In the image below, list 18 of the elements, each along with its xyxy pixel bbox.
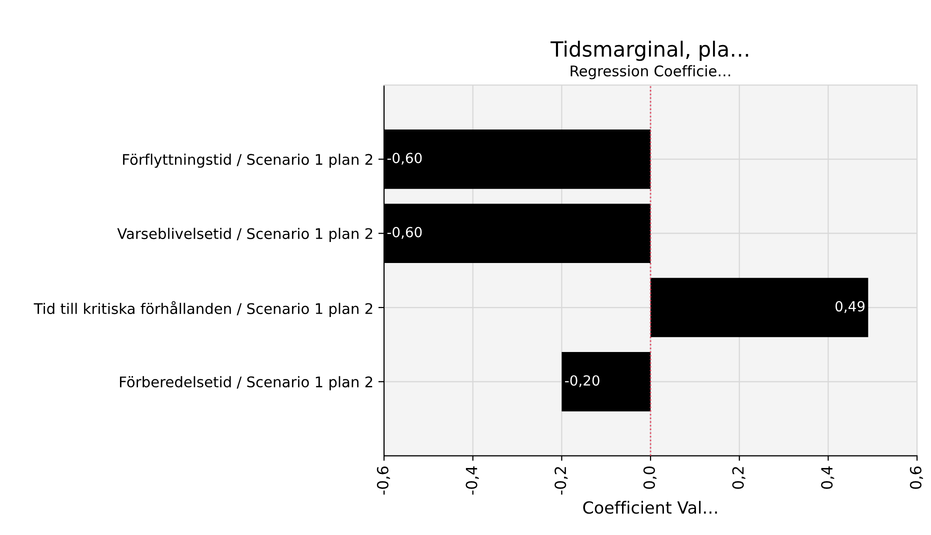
x-tick-label: -0,4 <box>466 466 479 495</box>
y-tick-label: Förberedelsetid / Scenario 1 plan 2 <box>120 376 372 390</box>
y-tick-label: Varseblivelsetid / Scenario 1 plan 2 <box>117 228 372 242</box>
x-tick-label: 0,2 <box>732 467 746 489</box>
x-tick-label: -0,2 <box>554 467 568 495</box>
data-label: 0,49 <box>836 301 865 313</box>
chart-subtitle: Regression Coefficie… <box>570 65 730 80</box>
x-axis-title: Coefficient Val… <box>583 500 717 514</box>
chart-title: Tidsmarginal, pla… <box>550 40 748 61</box>
data-label: -0,60 <box>387 152 422 165</box>
x-tick-label: 0,6 <box>910 466 924 489</box>
y-tick-label: Förflyttningstid / Scenario 1 plan 2 <box>123 154 372 168</box>
y-tick-label: Tid till kritiska förhållanden / Scenario 1 plan 2 <box>34 301 372 317</box>
data-label: -0,20 <box>565 375 600 388</box>
data-label: -0,60 <box>387 226 422 239</box>
x-tick-label: 0,4 <box>821 466 834 489</box>
x-tick-label: 0,0 <box>643 466 657 489</box>
x-tick-label: -0,6 <box>376 466 390 495</box>
